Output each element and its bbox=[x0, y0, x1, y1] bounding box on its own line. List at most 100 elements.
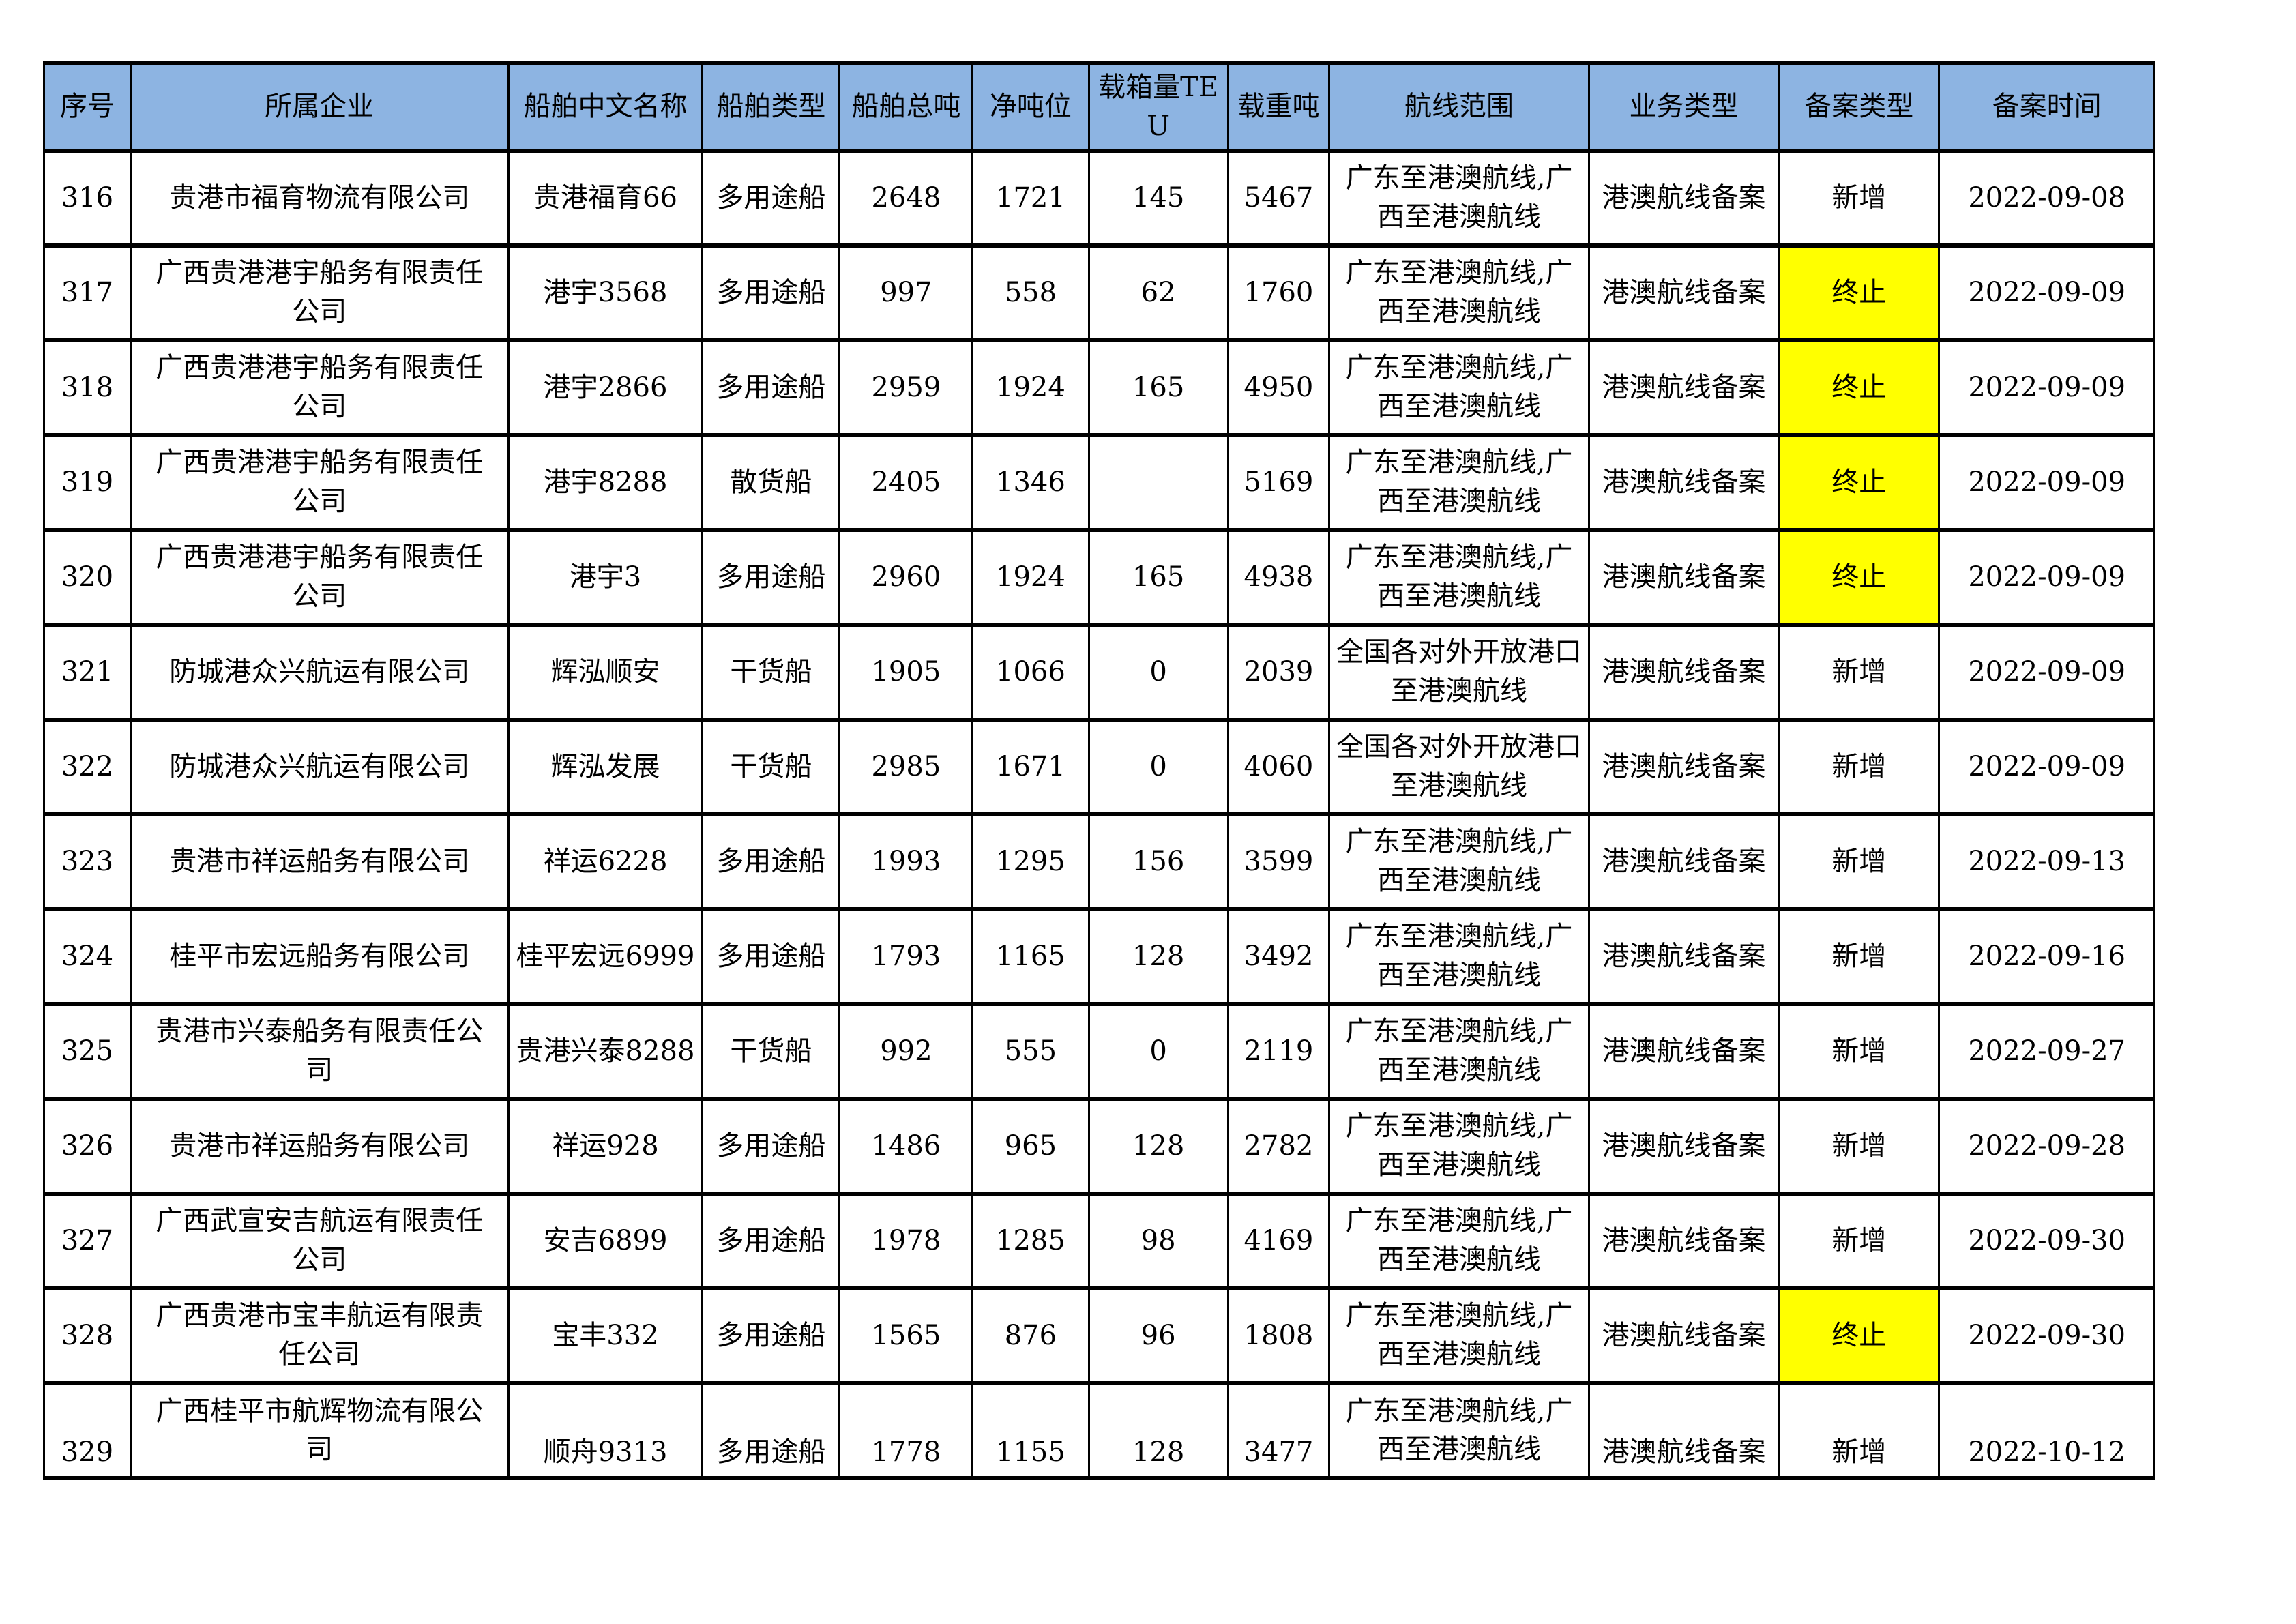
cell-filing_date: 2022-09-09 bbox=[1938, 432, 2155, 532]
cell-business_type: 港澳航线备案 bbox=[1587, 243, 1780, 342]
cell-route: 广东至港澳航线,广西至港澳航线 bbox=[1328, 1381, 1590, 1480]
cell-company: 桂平市宏远船务有限公司 bbox=[129, 906, 510, 1006]
table-row: 319 广西贵港港宇船务有限责任公司 港宇8288 散货船 2405 1346 5169 广东… bbox=[43, 432, 2155, 532]
cell-ship_type: 多用途船 bbox=[701, 243, 841, 342]
cell-ship_name: 桂平宏远6999 bbox=[507, 906, 704, 1006]
cell-route: 全国各对外开放港口至港澳航线 bbox=[1328, 622, 1590, 722]
cell-net_tonnage: 555 bbox=[971, 1001, 1090, 1101]
cell-no: 329 bbox=[43, 1381, 132, 1480]
cell-net_tonnage: 1295 bbox=[971, 812, 1090, 911]
table-row: 320 广西贵港港宇船务有限责任公司 港宇3 多用途船 2960 1924 165 4938 广… bbox=[43, 527, 2155, 627]
cell-business_type: 港澳航线备案 bbox=[1587, 906, 1780, 1006]
column-header-teu: 载箱量TEU bbox=[1087, 61, 1229, 153]
column-header-ship_type: 船舶类型 bbox=[701, 61, 841, 153]
cell-ship_name: 祥运6228 bbox=[507, 812, 704, 911]
cell-business_type: 港澳航线备案 bbox=[1587, 527, 1780, 627]
table-row: 318 广西贵港港宇船务有限责任公司 港宇2866 多用途船 2959 1924 165 49… bbox=[43, 338, 2155, 437]
cell-gross_tonnage: 1978 bbox=[838, 1191, 974, 1290]
cell-filing_date: 2022-09-16 bbox=[1938, 906, 2155, 1006]
cell-filing_type: 终止 bbox=[1778, 527, 1941, 627]
cell-route: 广东至港澳航线,广西至港澳航线 bbox=[1328, 1286, 1590, 1385]
cell-ship_type: 多用途船 bbox=[701, 1096, 841, 1196]
table-row: 316 贵港市福育物流有限公司 贵港福育66 多用途船 2648 1721 145 5467 广… bbox=[43, 148, 2155, 248]
table-row: 322 防城港众兴航运有限公司 辉泓发展 干货船 2985 1671 0 4060 全国各对外开… bbox=[43, 717, 2155, 816]
cell-no: 325 bbox=[43, 1001, 132, 1101]
cell-filing_date: 2022-10-12 bbox=[1938, 1381, 2155, 1480]
cell-company: 贵港市福育物流有限公司 bbox=[129, 148, 510, 248]
cell-company: 贵港市兴泰船务有限责任公司 bbox=[129, 1001, 510, 1101]
cell-route: 广东至港澳航线,广西至港澳航线 bbox=[1328, 812, 1590, 911]
cell-company: 广西贵港港宇船务有限责任公司 bbox=[129, 432, 510, 532]
cell-no: 324 bbox=[43, 906, 132, 1006]
cell-teu: 156 bbox=[1087, 812, 1229, 911]
cell-filing_date: 2022-09-09 bbox=[1938, 622, 2155, 722]
column-header-filing_date: 备案时间 bbox=[1938, 61, 2155, 153]
ship-filing-table: 序号 所属企业 船舶中文名称 船舶类型 船舶总吨 净吨位 载箱量TEU 载重吨 航线范围 业务类型… bbox=[43, 61, 2155, 1480]
cell-teu: 0 bbox=[1087, 717, 1229, 816]
cell-deadweight: 2039 bbox=[1226, 622, 1331, 722]
cell-deadweight: 5467 bbox=[1226, 148, 1331, 248]
cell-deadweight: 2782 bbox=[1226, 1096, 1331, 1196]
cell-ship_type: 多用途船 bbox=[701, 148, 841, 248]
cell-teu bbox=[1087, 432, 1229, 532]
cell-filing_type: 新增 bbox=[1778, 812, 1941, 911]
cell-teu: 62 bbox=[1087, 243, 1229, 342]
cell-company: 防城港众兴航运有限公司 bbox=[129, 622, 510, 722]
cell-business_type: 港澳航线备案 bbox=[1587, 622, 1780, 722]
cell-filing_date: 2022-09-09 bbox=[1938, 717, 2155, 816]
cell-company: 广西贵港市宝丰航运有限责任公司 bbox=[129, 1286, 510, 1385]
table-row: 326 贵港市祥运船务有限公司 祥运928 多用途船 1486 965 128 2782 广东至… bbox=[43, 1096, 2155, 1196]
cell-filing_type: 新增 bbox=[1778, 906, 1941, 1006]
table-row: 327 广西武宣安吉航运有限责任公司 安吉6899 多用途船 1978 1285 98 416… bbox=[43, 1191, 2155, 1290]
cell-ship_type: 多用途船 bbox=[701, 338, 841, 437]
cell-route: 全国各对外开放港口至港澳航线 bbox=[1328, 717, 1590, 816]
cell-gross_tonnage: 2959 bbox=[838, 338, 974, 437]
cell-net_tonnage: 1924 bbox=[971, 527, 1090, 627]
cell-no: 321 bbox=[43, 622, 132, 722]
cell-route: 广东至港澳航线,广西至港澳航线 bbox=[1328, 243, 1590, 342]
cell-no: 327 bbox=[43, 1191, 132, 1290]
cell-company: 广西贵港港宇船务有限责任公司 bbox=[129, 338, 510, 437]
cell-company: 广西桂平市航辉物流有限公司 bbox=[129, 1381, 510, 1480]
column-header-route: 航线范围 bbox=[1328, 61, 1590, 153]
table-row: 328 广西贵港市宝丰航运有限责任公司 宝丰332 多用途船 1565 876 96 1808… bbox=[43, 1286, 2155, 1385]
column-header-ship_name: 船舶中文名称 bbox=[507, 61, 704, 153]
cell-filing_date: 2022-09-30 bbox=[1938, 1191, 2155, 1290]
cell-filing_type: 新增 bbox=[1778, 1191, 1941, 1290]
cell-filing_date: 2022-09-09 bbox=[1938, 243, 2155, 342]
column-header-business_type: 业务类型 bbox=[1587, 61, 1780, 153]
cell-route: 广东至港澳航线,广西至港澳航线 bbox=[1328, 148, 1590, 248]
cell-ship_type: 多用途船 bbox=[701, 1381, 841, 1480]
cell-net_tonnage: 1721 bbox=[971, 148, 1090, 248]
cell-ship_name: 辉泓发展 bbox=[507, 717, 704, 816]
cell-deadweight: 3599 bbox=[1226, 812, 1331, 911]
cell-gross_tonnage: 2985 bbox=[838, 717, 974, 816]
cell-ship_type: 多用途船 bbox=[701, 906, 841, 1006]
cell-ship_type: 干货船 bbox=[701, 717, 841, 816]
cell-filing_type: 新增 bbox=[1778, 622, 1941, 722]
cell-ship_name: 港宇3 bbox=[507, 527, 704, 627]
table-row: 324 桂平市宏远船务有限公司 桂平宏远6999 多用途船 1793 1165 128 349… bbox=[43, 906, 2155, 1006]
cell-gross_tonnage: 1778 bbox=[838, 1381, 974, 1480]
cell-business_type: 港澳航线备案 bbox=[1587, 1286, 1780, 1385]
cell-deadweight: 4938 bbox=[1226, 527, 1331, 627]
cell-ship_type: 多用途船 bbox=[701, 812, 841, 911]
cell-business_type: 港澳航线备案 bbox=[1587, 432, 1780, 532]
cell-company: 防城港众兴航运有限公司 bbox=[129, 717, 510, 816]
cell-business_type: 港澳航线备案 bbox=[1587, 1191, 1780, 1290]
cell-gross_tonnage: 1993 bbox=[838, 812, 974, 911]
cell-teu: 96 bbox=[1087, 1286, 1229, 1385]
cell-route: 广东至港澳航线,广西至港澳航线 bbox=[1328, 906, 1590, 1006]
cell-ship_name: 顺舟9313 bbox=[507, 1381, 704, 1480]
column-header-filing_type: 备案类型 bbox=[1778, 61, 1941, 153]
column-header-company: 所属企业 bbox=[129, 61, 510, 153]
cell-filing_date: 2022-09-09 bbox=[1938, 527, 2155, 627]
cell-net_tonnage: 1346 bbox=[971, 432, 1090, 532]
cell-route: 广东至港澳航线,广西至港澳航线 bbox=[1328, 1096, 1590, 1196]
cell-filing_type: 新增 bbox=[1778, 148, 1941, 248]
cell-business_type: 港澳航线备案 bbox=[1587, 338, 1780, 437]
cell-filing_date: 2022-09-30 bbox=[1938, 1286, 2155, 1385]
cell-deadweight: 4169 bbox=[1226, 1191, 1331, 1290]
cell-gross_tonnage: 1793 bbox=[838, 906, 974, 1006]
